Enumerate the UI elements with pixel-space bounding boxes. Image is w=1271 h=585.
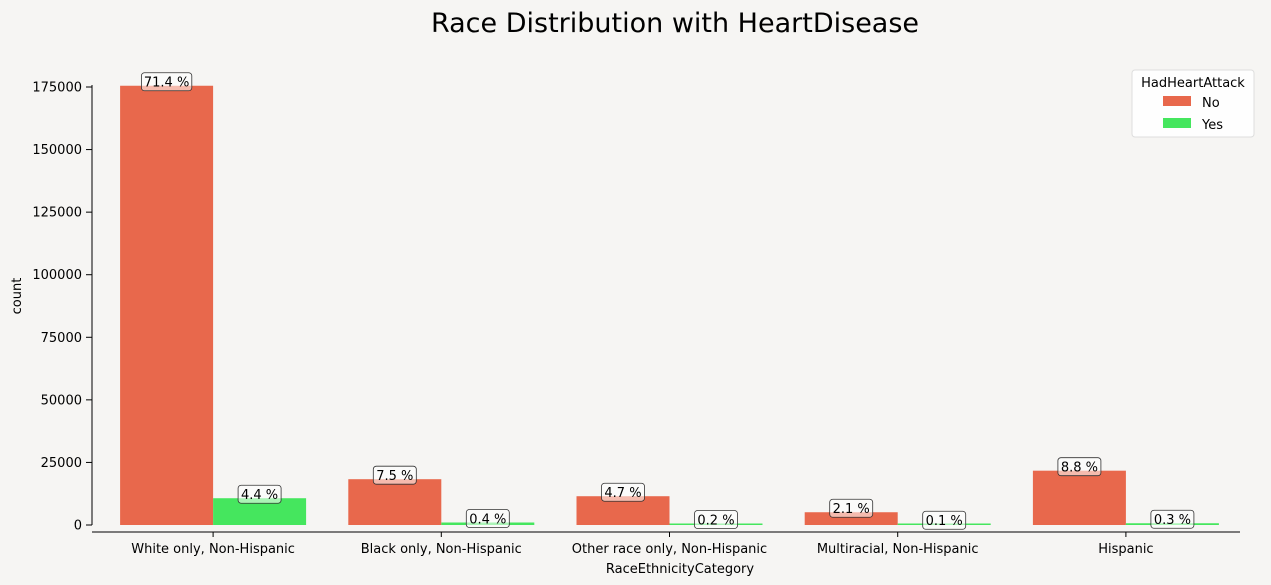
legend-swatch-yes	[1163, 118, 1191, 128]
bar-no	[1032, 470, 1126, 525]
data-label-box	[140, 72, 193, 92]
legend-title: HadHeartAttack	[1141, 76, 1245, 91]
y-tick-label: 125000	[32, 206, 82, 221]
data-label-box	[465, 509, 510, 528]
chart-title: Race Distribution with HeartDisease	[431, 8, 919, 39]
y-ticks: 0 25000 50000 75000 100000 125000 150000 175000	[32, 81, 92, 534]
legend-label-yes: Yes	[1201, 118, 1223, 133]
y-tick-label: 150000	[32, 143, 82, 158]
data-label-box	[372, 465, 417, 485]
data-label-box	[829, 498, 874, 518]
x-tick-label: Other race only, Non-Hispanic	[572, 542, 767, 557]
data-label: 2.1 %	[833, 502, 870, 517]
data-label: 0.4 %	[469, 512, 506, 527]
y-axis-label: count	[10, 278, 25, 315]
data-label: 4.4 %	[241, 488, 278, 503]
legend: HadHeartAttack No Yes	[1131, 69, 1255, 138]
x-tick-label: Multiracial, Non-Hispanic	[817, 542, 979, 557]
data-label-box	[1150, 509, 1195, 529]
x-tick-label: Hispanic	[1098, 542, 1153, 557]
data-label: 7.5 %	[376, 469, 413, 484]
plot-area: 71.4 % 4.4 % 7.5 % 0.4 % 4.7 % 0.2 % 2.1 % 0.1 …	[120, 72, 1219, 530]
x-ticks: White only, Non-Hispanic Black only, Non-…	[131, 532, 1154, 557]
bar-no	[120, 85, 214, 526]
data-label: 4.7 %	[604, 486, 641, 501]
data-label: 0.1 %	[926, 514, 963, 529]
data-label: 0.2 %	[697, 513, 734, 528]
x-tick-label: Black only, Non-Hispanic	[361, 542, 522, 557]
y-tick-label: 25000	[41, 456, 82, 471]
data-label-box	[922, 510, 967, 530]
data-label: 8.8 %	[1061, 461, 1098, 476]
bar-no	[348, 479, 442, 525]
bar-no	[804, 512, 898, 525]
data-label: 71.4 %	[144, 76, 189, 91]
legend-label-no: No	[1202, 96, 1220, 111]
y-tick-label: 75000	[41, 331, 82, 346]
data-label-box	[601, 482, 645, 502]
legend-swatch-no	[1163, 96, 1191, 106]
x-axis-label: RaceEthnicityCategory	[606, 562, 754, 577]
legend-frame	[1131, 69, 1255, 138]
y-tick-label: 0	[74, 519, 82, 534]
data-label: 0.3 %	[1154, 513, 1191, 528]
y-tick-label: 100000	[32, 268, 82, 283]
data-label-box	[237, 484, 282, 504]
y-tick-label: 50000	[41, 393, 82, 408]
y-tick-label: 175000	[32, 81, 82, 96]
data-label-box	[1057, 457, 1102, 477]
data-label-box	[694, 510, 738, 529]
x-tick-label: White only, Non-Hispanic	[131, 542, 295, 557]
